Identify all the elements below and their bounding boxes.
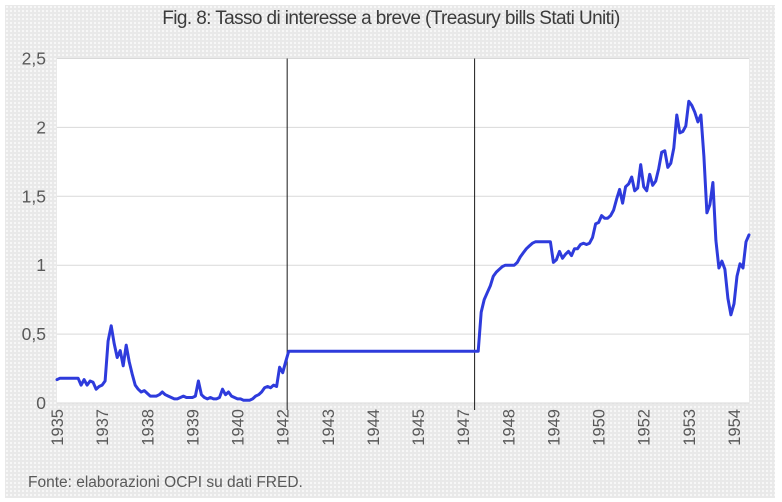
- chart-title: Fig. 8: Tasso di interesse a breve (Trea…: [162, 8, 620, 29]
- x-tick-label: 1940: [230, 409, 248, 446]
- x-tick-label: 1938: [139, 409, 157, 446]
- x-tick-label: 1945: [410, 409, 428, 446]
- x-tick-label: 1943: [320, 409, 338, 446]
- x-tick-label: 1942: [275, 409, 293, 446]
- data-line: [55, 99, 751, 402]
- y-tick-label: 0: [36, 393, 46, 413]
- x-tick-label: 1935: [49, 409, 67, 446]
- x-tick-label: 1939: [184, 409, 202, 446]
- plot-area: [57, 58, 749, 403]
- y-tick-label: 0,5: [22, 324, 46, 344]
- y-tick-label: 2,5: [22, 49, 46, 69]
- x-tick-label: 1948: [500, 409, 518, 446]
- x-tick-label: 1949: [545, 409, 563, 446]
- x-tick-label: 1950: [591, 409, 609, 446]
- x-tick-label: 1952: [636, 409, 654, 446]
- y-tick-label: 1: [36, 255, 46, 275]
- y-tick-label: 2: [36, 117, 46, 137]
- x-tick-label: 1937: [94, 409, 112, 446]
- x-tick-label: 1947: [455, 409, 473, 446]
- x-tick-label: 1954: [726, 409, 744, 446]
- x-tick-label: 1953: [681, 409, 699, 446]
- source-note: Fonte: elaborazioni OCPI su dati FRED.: [28, 474, 303, 491]
- x-tick-label: 1944: [365, 409, 383, 446]
- y-tick-label: 1,5: [22, 186, 46, 206]
